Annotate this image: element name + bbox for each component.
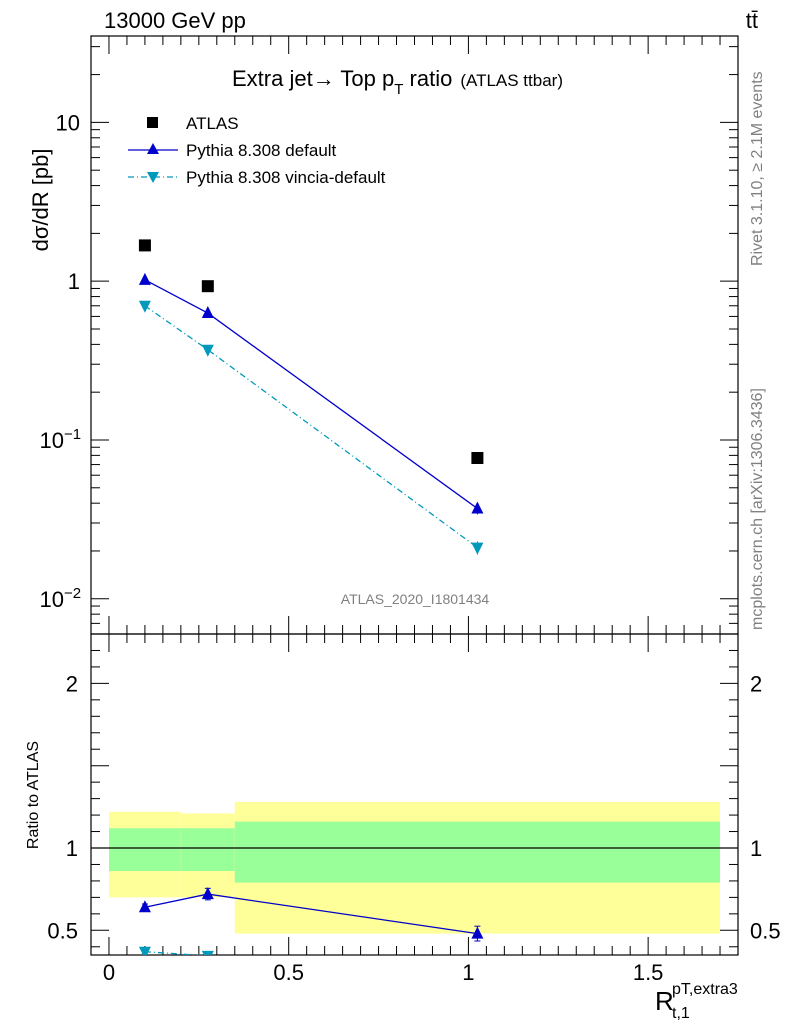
- legend-default-label: Pythia 8.308 default: [186, 141, 337, 160]
- header-right: tt̄: [746, 8, 758, 33]
- series-line-ratio-1: [144, 951, 206, 955]
- plot-title: Extra jet→ Top pT ratio (ATLAS ttbar): [232, 66, 563, 98]
- data-point-top-0-1: [201, 280, 214, 293]
- ratio-series: [138, 887, 484, 955]
- x-axis-label: RpT,extra3 t,1: [655, 981, 738, 1022]
- y-tick-label-top: 10: [56, 110, 80, 135]
- x-tick-label: 1.5: [633, 960, 664, 985]
- data-point-ratio-1-0: [138, 946, 151, 955]
- y-tick-label-ratio-right: 1: [750, 836, 762, 861]
- x-tick-label: 0.5: [273, 960, 304, 985]
- data-marks: [138, 239, 484, 955]
- data-point-top-1-1: [201, 306, 214, 319]
- mcplots-label: mcplots.cern.ch [arXiv:1306.3436]: [749, 388, 766, 630]
- data-point-top-2-2: [471, 542, 484, 555]
- y-tick-label-ratio: 2: [66, 671, 78, 696]
- x-tick-label: 1: [462, 960, 474, 985]
- y-axis-label-ratio: Ratio to ATLAS: [25, 741, 42, 849]
- ratio-bands: [91, 801, 738, 934]
- rivet-label: Rivet 3.1.10, ≥ 2.1M events: [749, 71, 766, 266]
- header-left: 13000 GeV pp: [104, 8, 246, 33]
- data-point-ratio-0-0: [138, 900, 151, 913]
- legend-vincia-marker: [147, 172, 159, 183]
- data-point-ratio-0-1: [201, 887, 214, 900]
- data-point-top-2-0: [138, 300, 151, 313]
- band-inner-2: [234, 821, 721, 883]
- data-point-ratio-1-1: [201, 950, 214, 955]
- svg-text:dσ/dR [pb]: dσ/dR [pb]: [28, 149, 53, 252]
- y-tick-label-ratio: 1: [66, 836, 78, 861]
- data-point-ratio-0-2: [471, 926, 484, 939]
- band-inner-1: [180, 828, 235, 872]
- legend-vincia-label: Pythia 8.308 vincia-default: [186, 168, 386, 187]
- legend: ATLAS Pythia 8.308 default Pythia 8.308 …: [128, 114, 386, 187]
- band-inner-0: [108, 828, 181, 872]
- data-point-top-1-0: [138, 272, 151, 285]
- y-tick-label-top: 10−2: [40, 585, 82, 612]
- y-tick-label-ratio-right: 0.5: [750, 918, 781, 943]
- legend-default-marker: [147, 143, 159, 154]
- y-tick-label-ratio: 0.5: [47, 918, 78, 943]
- y-tick-label-top: 1: [68, 269, 80, 294]
- x-tick-label: 0: [103, 960, 115, 985]
- y-tick-label-ratio-right: 2: [750, 671, 762, 696]
- data-point-top-0-0: [138, 239, 151, 252]
- legend-atlas-marker: [147, 117, 158, 128]
- y-tick-label-top: 10−1: [40, 426, 82, 453]
- data-point-top-0-2: [471, 452, 484, 465]
- analysis-watermark: ATLAS_2020_I1801434: [341, 591, 490, 607]
- axis-ticks: 10−2 10−1 1 10 0.5 0.5 1 1 2 2 0 0.5 1 1.5: [40, 36, 781, 985]
- data-point-top-1-2: [471, 501, 484, 514]
- series-line-top-2: [144, 305, 478, 549]
- y-axis-label-top: dσ/dR [pb]: [28, 149, 53, 252]
- series-line-top-1: [144, 279, 478, 510]
- legend-atlas-label: ATLAS: [186, 114, 239, 133]
- data-point-top-2-1: [201, 344, 214, 357]
